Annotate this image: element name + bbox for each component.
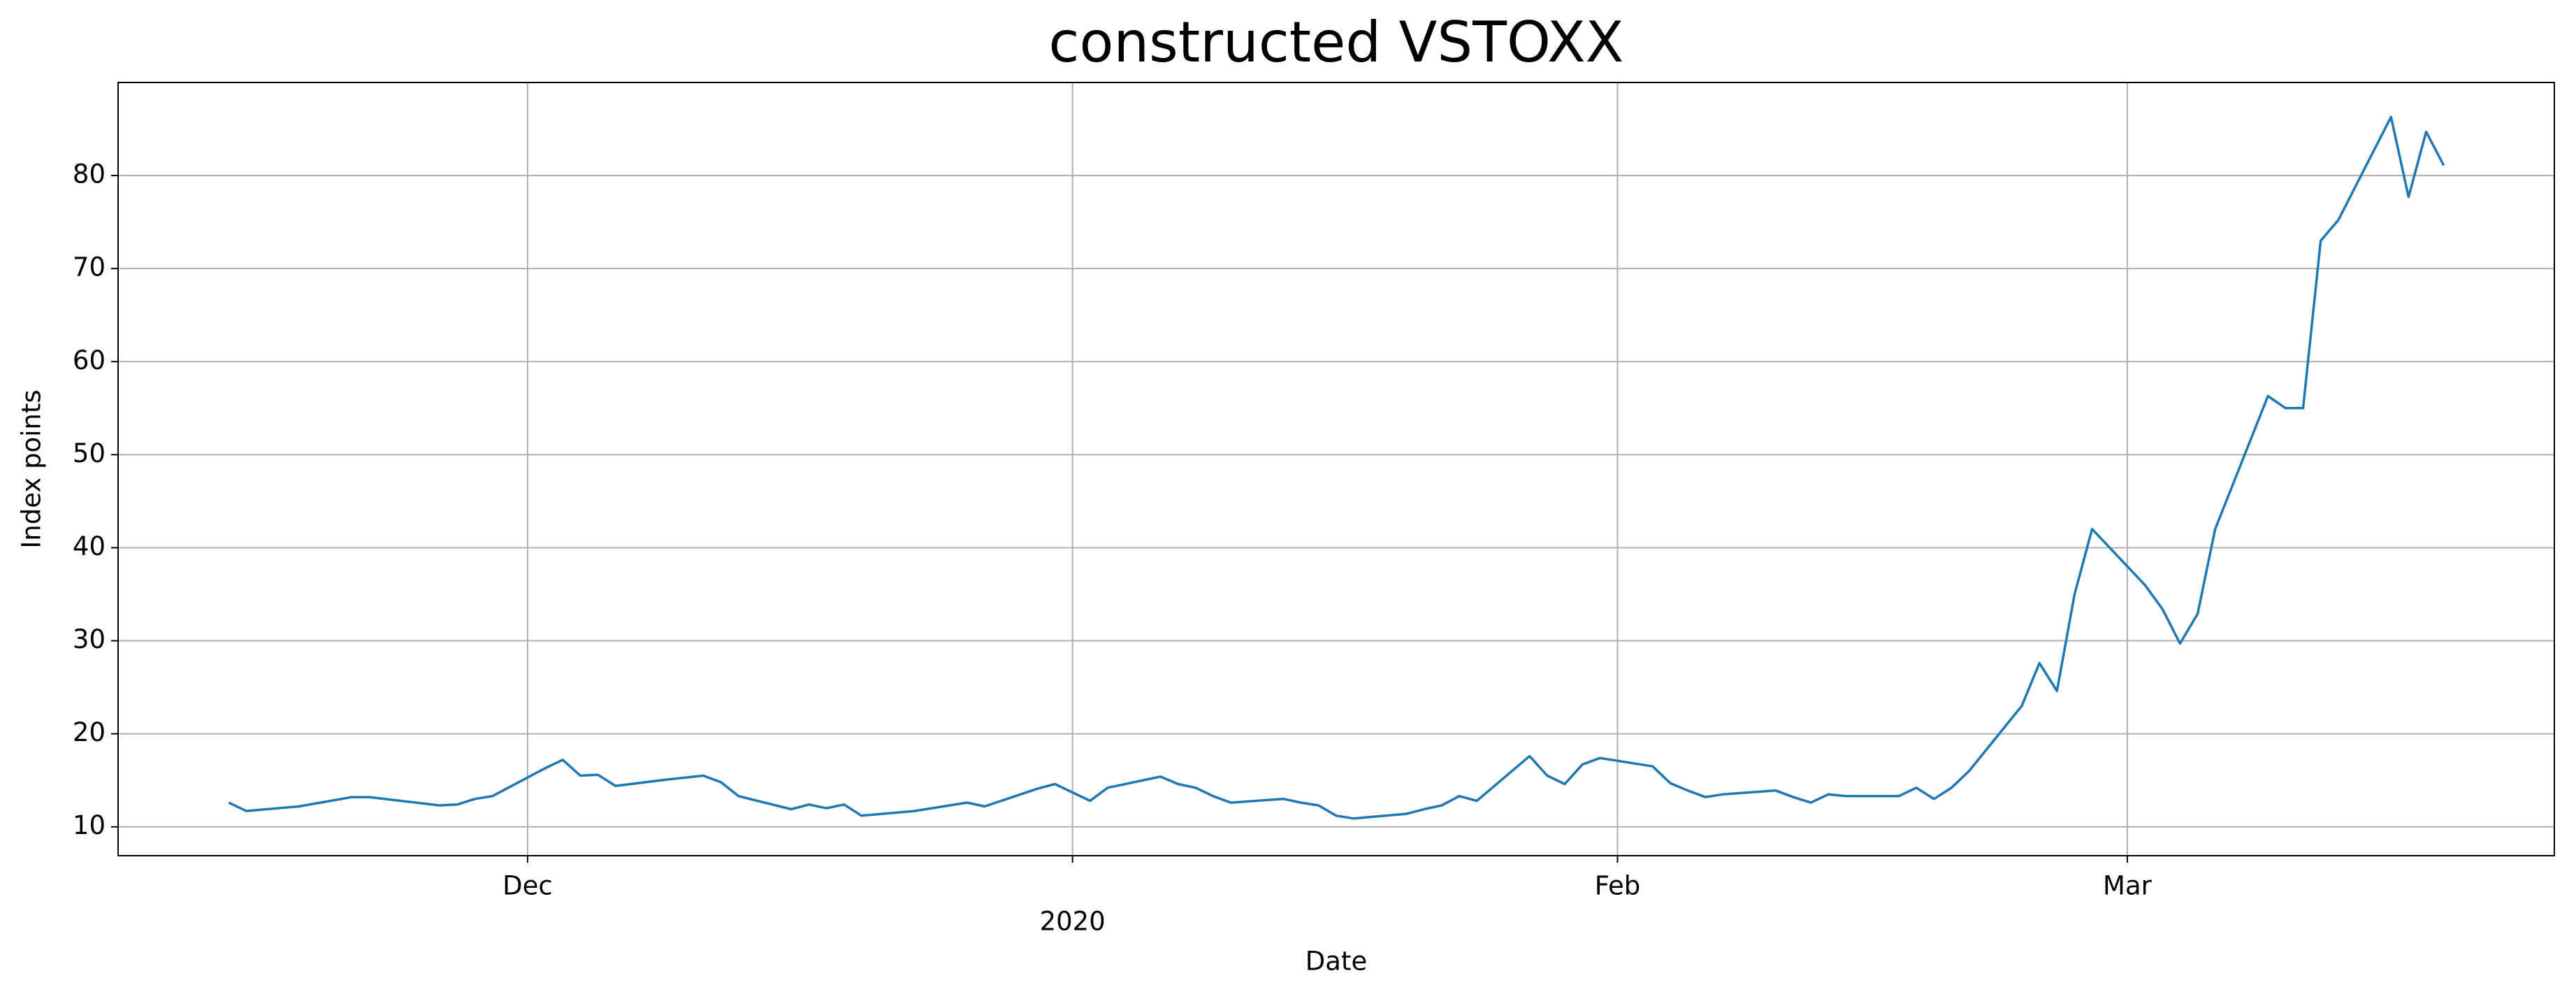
x-tick-label: Mar [2103,871,2152,901]
plot-frame [117,82,2555,856]
x-tick-label: Feb [1595,871,1641,901]
x-tick-label: Dec [502,871,553,901]
y-axis-label: Index points [17,389,47,548]
x-axis-label: Date [1305,947,1367,977]
y-tick-label: 10 [73,810,106,840]
y-tick-label: 70 [73,252,106,282]
y-tick-label: 60 [73,345,106,375]
x-tick-label: 2020 [1040,907,1106,937]
y-tick-label: 80 [73,159,106,189]
y-tick-label: 40 [73,531,106,561]
line [228,115,2445,820]
y-tick-label: 30 [73,624,106,654]
y-tick-label: 50 [73,438,106,468]
y-tick-label: 20 [73,717,106,747]
chart-title: constructed VSTOXX [1049,10,1624,75]
